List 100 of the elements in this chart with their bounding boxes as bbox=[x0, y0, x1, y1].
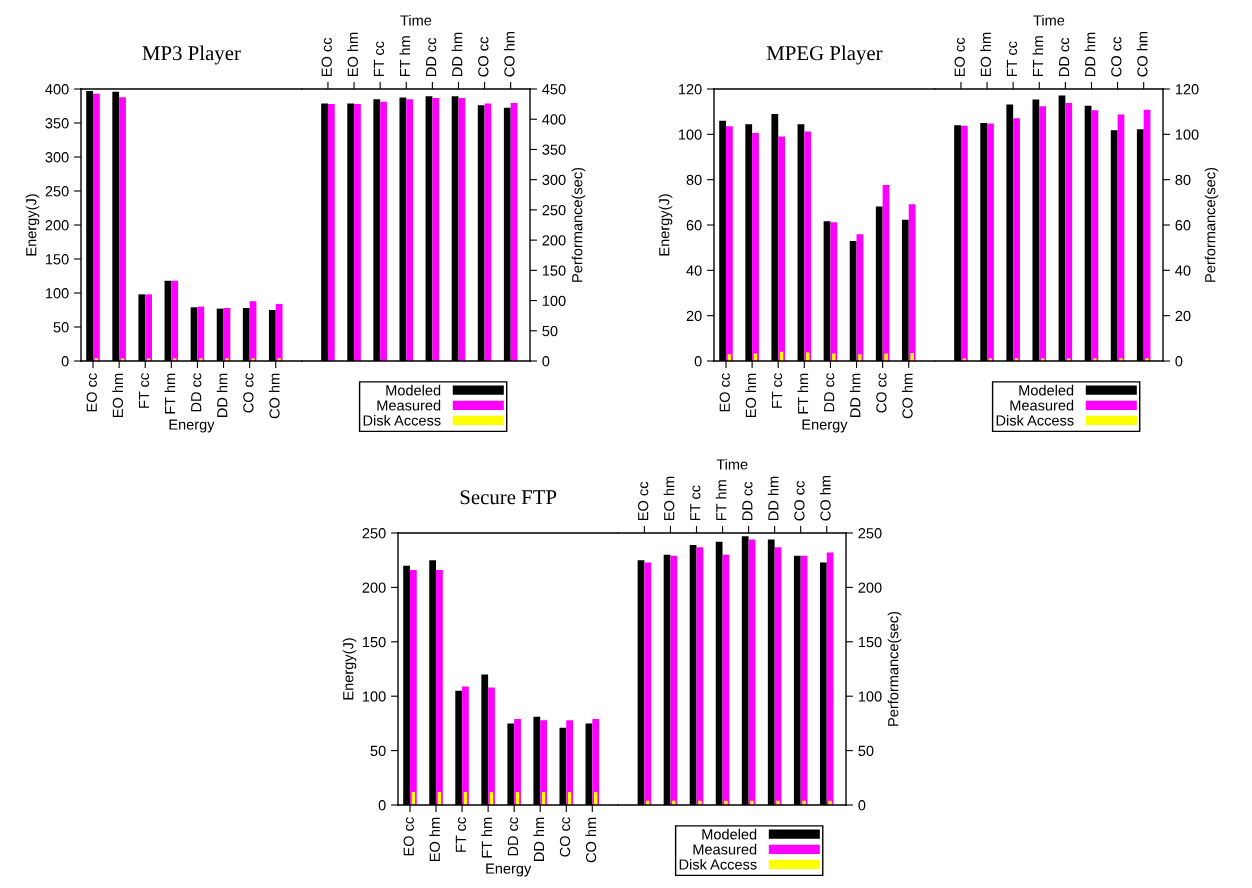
bar bbox=[884, 353, 888, 361]
x-tick-label: EO hm bbox=[980, 32, 991, 76]
x-tick-label: CO hm bbox=[901, 373, 913, 419]
x-tick-label: DD hm bbox=[451, 32, 463, 76]
y-tick-label: 100 bbox=[45, 288, 69, 299]
y-axis-title: Energy(J) bbox=[658, 194, 673, 256]
x-tick-label: EO hm bbox=[663, 476, 675, 520]
x-axis-title: Energy bbox=[802, 419, 848, 433]
x-tick-label: CO hm bbox=[585, 817, 597, 863]
y2-tick-label: 50 bbox=[858, 745, 874, 757]
x-tick-label: EO hm bbox=[429, 817, 440, 861]
y2-tick-label: 350 bbox=[542, 144, 566, 155]
bar bbox=[830, 222, 838, 361]
y2-tick-label: 100 bbox=[858, 691, 882, 702]
bar bbox=[774, 547, 782, 805]
y-tick-label: 300 bbox=[45, 152, 69, 163]
bar bbox=[540, 720, 547, 805]
bar bbox=[800, 555, 808, 805]
y2-tick-label: 50 bbox=[542, 325, 558, 337]
bar bbox=[145, 294, 152, 361]
x-tick-label: FT hm bbox=[797, 373, 809, 414]
x-axis-title: Time bbox=[1033, 14, 1065, 26]
bar bbox=[1065, 103, 1073, 361]
x-tick-label: FT cc bbox=[771, 373, 783, 408]
x-tick-label: FT hm bbox=[1032, 36, 1044, 76]
y-tick-label: 20 bbox=[686, 310, 702, 322]
y-tick-label: 100 bbox=[362, 691, 386, 702]
y-tick-label: 0 bbox=[378, 800, 386, 811]
x-tick-label: FT hm bbox=[164, 373, 176, 414]
y2-tick-label: 200 bbox=[858, 582, 882, 593]
x-tick-label: EO cc bbox=[637, 481, 649, 520]
y2-tick-label: 450 bbox=[542, 84, 566, 95]
legend-label: Modeled bbox=[1019, 384, 1074, 396]
bar bbox=[1013, 118, 1020, 361]
bar bbox=[409, 569, 417, 805]
y-tick-label: 250 bbox=[362, 528, 386, 539]
bar bbox=[275, 303, 283, 361]
y-axis-title: Energy(J) bbox=[342, 638, 357, 700]
y2-tick-label: 300 bbox=[542, 174, 566, 186]
y2-tick-label: 0 bbox=[542, 356, 550, 367]
bar bbox=[119, 97, 126, 361]
bar bbox=[908, 204, 916, 361]
y2-axis-title: Performance(sec) bbox=[1204, 167, 1219, 282]
bar bbox=[592, 719, 600, 805]
x-tick-label: DD hm bbox=[1084, 32, 1096, 76]
bar bbox=[726, 126, 733, 361]
bar bbox=[882, 185, 890, 361]
y-tick-label: 80 bbox=[686, 174, 702, 186]
x-tick-label: CO cc bbox=[243, 373, 254, 413]
bar bbox=[1117, 114, 1125, 361]
y2-tick-label: 150 bbox=[542, 265, 566, 276]
x-tick-label: DD hm bbox=[767, 476, 779, 520]
y-tick-label: 50 bbox=[53, 322, 69, 333]
y-tick-label: 150 bbox=[45, 254, 69, 265]
x-tick-label: DD cc bbox=[742, 481, 753, 520]
y2-tick-label: 200 bbox=[542, 235, 566, 246]
x-tick-label: DD cc bbox=[824, 373, 835, 412]
bar bbox=[960, 125, 968, 361]
x-tick-label: CO hm bbox=[268, 373, 280, 419]
bar bbox=[488, 687, 495, 805]
x-tick-label: FT cc bbox=[138, 373, 150, 408]
y-tick-label: 150 bbox=[362, 636, 386, 648]
x-tick-label: EO hm bbox=[745, 373, 757, 417]
y-tick-label: 40 bbox=[686, 265, 702, 276]
bar bbox=[858, 354, 862, 361]
x-tick-label: CO hm bbox=[819, 475, 831, 521]
bar bbox=[778, 136, 785, 361]
x-tick-label: FT hm bbox=[715, 480, 727, 520]
bar bbox=[514, 719, 521, 805]
x-tick-label: CO cc bbox=[794, 481, 805, 521]
y2-tick-label: 60 bbox=[1175, 220, 1191, 231]
y-tick-label: 100 bbox=[678, 129, 702, 140]
x-tick-label: FT cc bbox=[690, 485, 701, 520]
y-tick-label: 0 bbox=[694, 356, 702, 367]
y2-tick-label: 0 bbox=[858, 800, 866, 811]
x-tick-label: FT cc bbox=[1006, 41, 1018, 76]
x-tick-label: CO cc bbox=[1111, 37, 1122, 77]
legend-label: Modeled bbox=[702, 828, 757, 840]
y-tick-label: 50 bbox=[370, 745, 386, 757]
bar bbox=[1143, 109, 1151, 361]
x-tick-label: FT hm bbox=[481, 817, 492, 858]
legend-label: Disk Access bbox=[679, 858, 757, 870]
bar bbox=[93, 93, 100, 361]
y2-axis-title: Performance(sec) bbox=[887, 611, 902, 726]
legend-label: Measured bbox=[377, 399, 441, 411]
x-tick-label: EO cc bbox=[954, 37, 965, 76]
y-tick-label: 200 bbox=[362, 582, 386, 593]
y2-tick-label: 400 bbox=[542, 114, 566, 125]
x-tick-label: DD hm bbox=[216, 373, 228, 417]
y-tick-label: 0 bbox=[61, 356, 69, 367]
bar bbox=[1039, 106, 1047, 361]
bar bbox=[644, 562, 652, 805]
x-tick-label: DD hm bbox=[849, 373, 861, 417]
x-tick-label: CO hm bbox=[503, 31, 515, 77]
bar bbox=[436, 569, 443, 805]
bar bbox=[910, 353, 914, 361]
bar bbox=[826, 552, 834, 805]
x-axis-title: Time bbox=[716, 458, 748, 470]
y-tick-label: 200 bbox=[45, 220, 69, 231]
chart-title: Secure FTP bbox=[460, 490, 557, 505]
